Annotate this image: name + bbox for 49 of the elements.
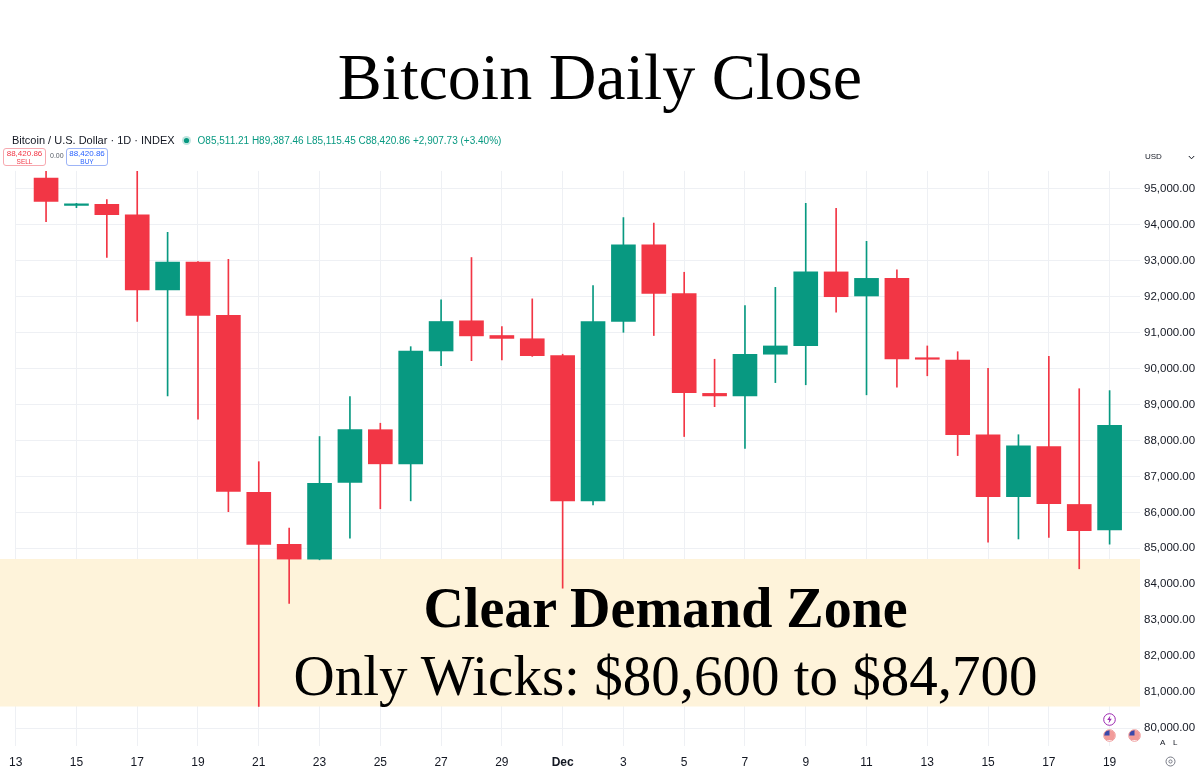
y-tick-label: 92,000.00	[1144, 289, 1196, 302]
x-tick-label: 5	[680, 754, 688, 769]
text: USD	[1145, 152, 1162, 161]
y-tick-label: 89,000.00	[1144, 397, 1196, 410]
x-tick-label: 9	[802, 754, 810, 769]
band-label: Clear Demand Zone	[423, 576, 908, 639]
x-tick-label: 13	[8, 754, 23, 769]
annotation: Only Wicks: $80,600 to $84,700	[293, 644, 1038, 708]
chart-subtitle: Bitcoin / U.S. Dollar · 1D · INDEX	[12, 134, 175, 146]
y-tick-label: 93,000.00	[1144, 253, 1196, 266]
y-tick-label: 85,000.00	[1144, 541, 1196, 554]
y-tick-label: 82,000.00	[1144, 649, 1196, 662]
text: O85,511.21 H89,387.46 L85,115.45 C88,420.86 +2,907.73 (+3.40%)	[197, 134, 502, 146]
chart-title: Bitcoin Daily Close	[336, 40, 864, 113]
x-tick-label: 15	[69, 754, 84, 769]
y-tick-label: 84,000.00	[1144, 577, 1196, 590]
x-tick-label: 29	[495, 754, 509, 769]
x-tick-label: Dec	[551, 754, 574, 769]
candlestick	[914, 345, 940, 377]
candlestick	[94, 199, 120, 258]
text: L	[1173, 738, 1178, 747]
x-tick-label: 17	[130, 754, 145, 769]
candlestick	[276, 527, 302, 604]
x-tick-label: 19	[191, 754, 205, 769]
y-tick-label: 81,000.00	[1144, 685, 1196, 698]
x-tick-label: 21	[252, 754, 266, 769]
x-tick-label: 23	[312, 754, 327, 769]
text: A	[1160, 738, 1166, 747]
y-tick-label: 90,000.00	[1144, 361, 1196, 374]
y-tick-label: 80,000.00	[1144, 721, 1196, 734]
y-tick-label: 94,000.00	[1144, 217, 1196, 230]
x-tick-label: 25	[373, 754, 388, 769]
candlestick	[489, 326, 515, 361]
y-tick-label: 95,000.00	[1144, 182, 1196, 195]
x-tick-label: 13	[920, 754, 935, 769]
x-tick-label: 15	[981, 754, 996, 769]
candlestick	[823, 207, 849, 313]
y-tick-label: 87,000.00	[1144, 469, 1196, 482]
y-tick-label: 83,000.00	[1144, 613, 1196, 626]
x-tick-label: 17	[1042, 754, 1056, 769]
y-tick-label: 91,000.00	[1144, 325, 1196, 338]
y-tick-label: 88,000.00	[1144, 433, 1196, 446]
y-tick-label: 86,000.00	[1144, 505, 1196, 518]
x-tick-label: 27	[434, 754, 449, 769]
x-tick-label: 19	[1102, 754, 1117, 769]
x-tick-label: 7	[741, 754, 749, 769]
candlestick	[1066, 388, 1092, 570]
x-tick-label: 11	[860, 754, 874, 769]
x-tick-label: 3	[620, 754, 628, 769]
